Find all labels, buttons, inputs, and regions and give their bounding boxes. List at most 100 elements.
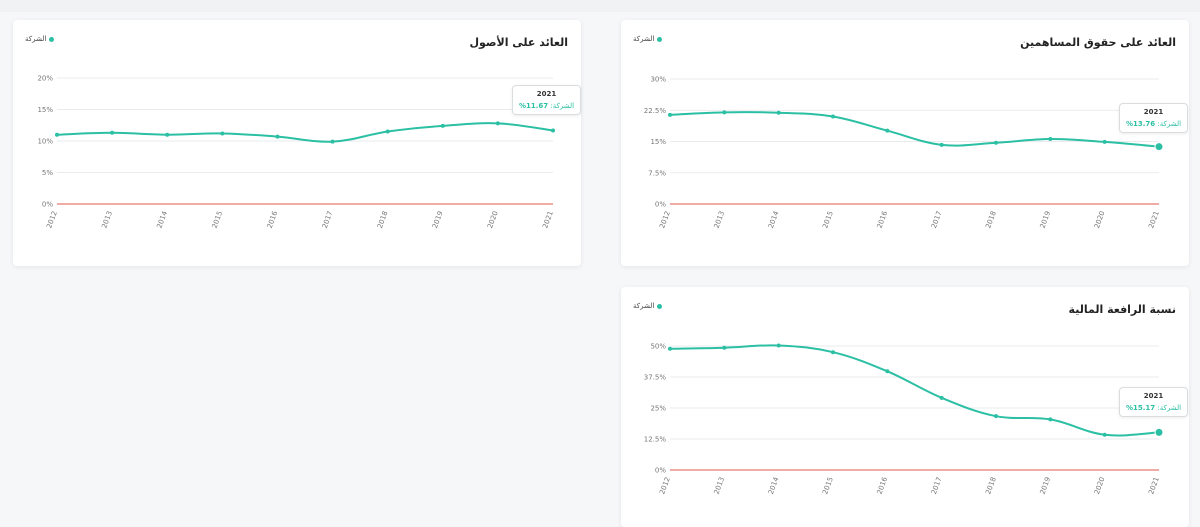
legend-dot-icon — [657, 36, 663, 42]
x-tick-label: 2019 — [1039, 476, 1053, 495]
data-point — [385, 129, 390, 134]
x-tick-label: 2021 — [1147, 476, 1161, 495]
legend-label: الشركة — [633, 302, 655, 310]
chart-tooltip: 2021 الشركة: 15.17% — [1119, 387, 1189, 417]
data-point — [668, 112, 672, 117]
x-tick-label: 2020 — [1093, 210, 1107, 229]
data-point — [495, 121, 500, 126]
x-tick-label: 2018 — [984, 210, 998, 229]
data-point — [110, 130, 115, 135]
series-line — [669, 344, 1160, 437]
data-point — [994, 414, 998, 419]
x-tick-label: 2013 — [713, 476, 727, 495]
x-tick-label: 2014 — [767, 209, 781, 229]
roa-chart-card: العائد على الأصول الشركة 0% 5% 10% 15% 20% 20… — [13, 20, 582, 266]
x-tick-label: 2016 — [266, 209, 280, 229]
x-tick-label: 2014 — [155, 209, 169, 229]
data-point — [885, 128, 890, 133]
data-point — [551, 128, 555, 133]
tooltip-year: 2021 — [536, 90, 557, 98]
x-tick-label: 2013 — [100, 210, 114, 229]
roe-chart-card: العائد على حقوق المساهمين الشركة 0% 7.5% 1… — [621, 20, 1189, 266]
chart-title: العائد على حقوق المساهمين — [1020, 36, 1176, 49]
data-point — [1102, 432, 1107, 437]
x-tick-label: 2018 — [984, 476, 998, 495]
tooltip-line: الشركة: 13.76% — [1126, 120, 1181, 128]
roa-line-chart: 0% 5% 10% 15% 20% 2012 2013 2014 2015 2016 2017 201… — [37, 75, 555, 229]
y-tick-label: 20% — [37, 75, 53, 83]
data-point — [220, 131, 225, 136]
x-tick-label: 2012 — [658, 476, 672, 495]
data-point — [1048, 137, 1053, 141]
chart-legend[interactable]: الشركة — [633, 35, 663, 43]
x-tick-label: 2015 — [211, 210, 225, 229]
x-tick-label: 2019 — [1039, 210, 1053, 229]
y-tick-label: 5% — [42, 169, 53, 177]
x-tick-label: 2017 — [321, 210, 335, 229]
leverage-chart-card: نسبة الرافعة المالية الشركة 0% 12.5% 25% 37… — [621, 287, 1189, 527]
y-tick-label: 15% — [650, 138, 666, 146]
chart-tooltip: 2021 الشركة: 11.67% — [512, 85, 582, 115]
x-tick-label: 2017 — [930, 476, 944, 495]
tooltip-line: الشركة: 11.67% — [519, 102, 574, 110]
y-tick-label: 0% — [655, 467, 666, 475]
x-tick-label: 2016 — [876, 475, 890, 495]
y-tick-label: 12.5% — [644, 436, 667, 444]
x-tick-label: 2021 — [541, 210, 555, 229]
x-tick-label: 2013 — [713, 210, 727, 229]
tooltip-line: الشركة: 15.17% — [1126, 404, 1181, 412]
data-point — [939, 142, 944, 147]
data-point — [722, 345, 727, 350]
data-point — [776, 343, 781, 348]
leverage-line-chart: 0% 12.5% 25% 37.5% 50% 2012 2013 2014 2015 2016 20… — [644, 343, 1164, 495]
chart-legend[interactable]: الشركة — [25, 35, 55, 43]
data-point — [1102, 139, 1107, 144]
data-point — [440, 123, 445, 128]
x-tick-label: 2017 — [930, 210, 944, 229]
x-tick-label: 2021 — [1147, 210, 1161, 229]
x-tick-label: 2020 — [486, 210, 500, 229]
y-tick-label: 25% — [650, 405, 666, 413]
data-point — [330, 139, 335, 144]
data-point — [1154, 427, 1164, 437]
legend-label: الشركة — [25, 35, 47, 43]
tooltip-label: الشركة: — [1157, 120, 1182, 128]
data-point — [831, 114, 835, 119]
data-point — [1048, 417, 1053, 422]
y-tick-label: 22.5% — [644, 107, 667, 115]
tooltip-label: الشركة: — [550, 102, 575, 110]
y-tick-label: 0% — [655, 201, 666, 209]
legend-dot-icon — [49, 36, 55, 42]
x-tick-label: 2012 — [658, 210, 672, 229]
data-point — [939, 395, 944, 400]
y-tick-label: 30% — [650, 76, 666, 84]
data-point — [776, 110, 781, 115]
x-tick-label: 2012 — [45, 210, 59, 229]
x-tick-label: 2015 — [821, 476, 835, 495]
data-point — [722, 110, 727, 115]
chart-title: نسبة الرافعة المالية — [1068, 303, 1176, 316]
series-line — [56, 122, 554, 143]
data-point — [165, 132, 170, 137]
roe-line-chart: 0% 7.5% 15% 22.5% 30% 2012 2013 2014 2015 2016 201… — [644, 76, 1164, 229]
tooltip-year: 2021 — [1143, 108, 1164, 116]
y-tick-label: 37.5% — [644, 374, 667, 382]
chart-legend[interactable]: الشركة — [633, 302, 663, 310]
series-line — [669, 111, 1160, 148]
y-tick-label: 0% — [42, 201, 53, 209]
chart-title: العائد على الأصول — [469, 36, 568, 49]
data-point — [831, 350, 835, 355]
tooltip-year: 2021 — [1143, 392, 1164, 400]
y-tick-label: 10% — [37, 138, 53, 146]
x-tick-label: 2019 — [431, 210, 445, 229]
tooltip-value: 11.67% — [519, 102, 549, 110]
legend-label: الشركة — [633, 35, 655, 43]
y-tick-label: 50% — [650, 343, 666, 351]
x-tick-label: 2020 — [1093, 476, 1107, 495]
tooltip-value: 15.17% — [1126, 404, 1156, 412]
data-point — [275, 134, 280, 139]
y-tick-label: 7.5% — [648, 169, 666, 177]
y-tick-label: 15% — [37, 106, 53, 114]
legend-dot-icon — [657, 303, 663, 309]
top-strip — [0, 0, 1200, 12]
